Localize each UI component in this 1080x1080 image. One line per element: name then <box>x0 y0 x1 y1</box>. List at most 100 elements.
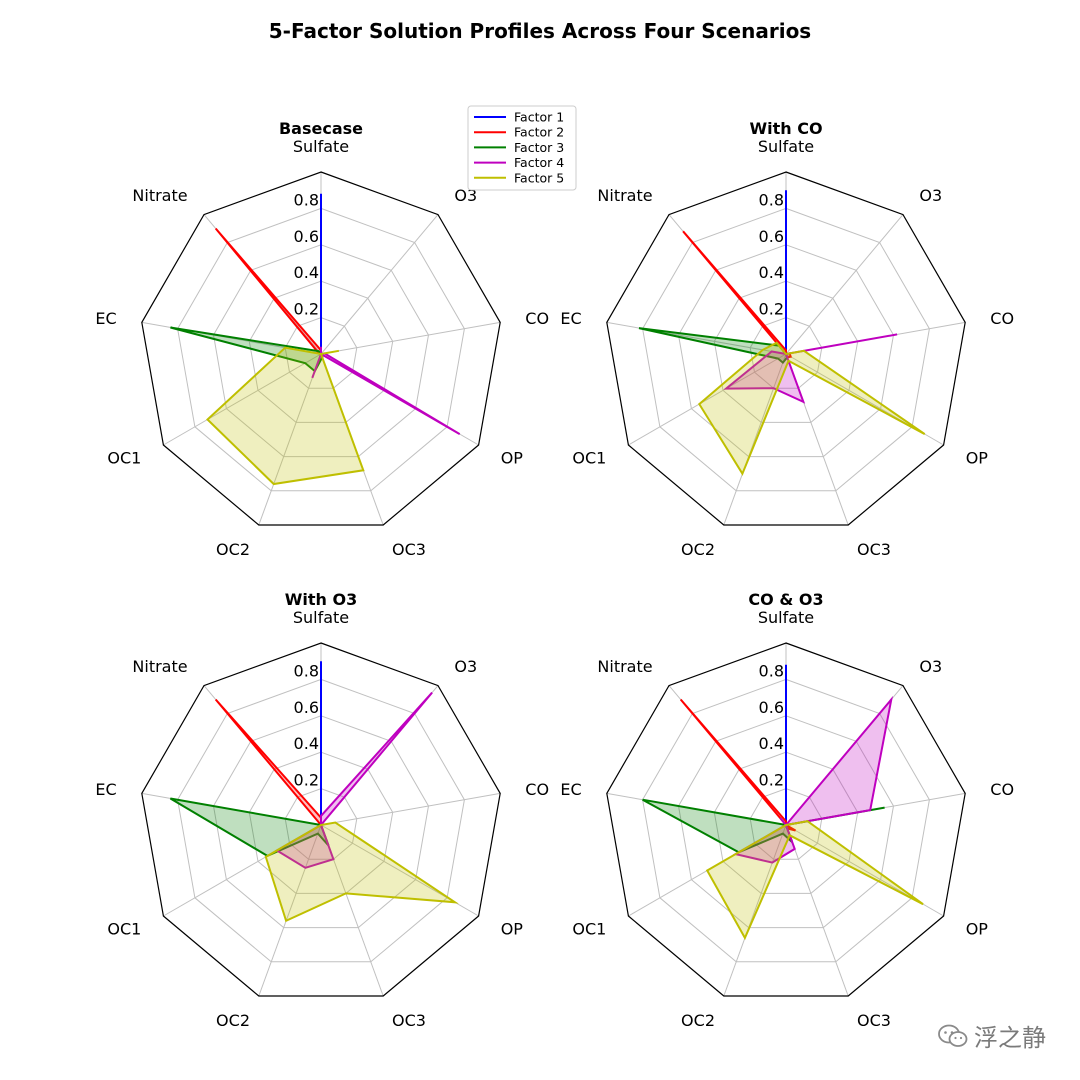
grid-ring-2 <box>713 280 859 423</box>
series-5-area <box>206 346 365 486</box>
radial-tick-label: 0.2 <box>294 771 319 790</box>
radial-tick-label: 0.4 <box>294 734 319 753</box>
legend-label-1: Factor 1 <box>514 110 564 125</box>
axis-label-co: CO <box>990 780 1014 799</box>
radial-tick-label: 0.2 <box>759 300 784 319</box>
series-5-area <box>705 820 924 941</box>
axis-label-co: CO <box>990 309 1014 328</box>
axis-label-nitrate: Nitrate <box>132 657 187 676</box>
axis-label-o3: O3 <box>454 186 477 205</box>
axis-label-ec: EC <box>95 780 116 799</box>
spoke-oc1 <box>163 353 322 446</box>
panel-title: With CO <box>749 119 822 138</box>
axis-label-o3: O3 <box>919 657 942 676</box>
radar-chart-2: 0.2 0.4 0.6 0.8 Sulfate O3 CO OP OC3 OC2 OC1 EC Nitr… <box>560 119 1014 559</box>
grid-ring-1 <box>284 317 358 389</box>
grid-ring-2 <box>248 751 394 894</box>
radar-frame <box>606 642 966 997</box>
axis-label-sulfate: Sulfate <box>293 137 349 156</box>
spoke-oc3 <box>785 824 849 997</box>
grid-ring-2 <box>248 280 394 423</box>
figure-title: 5-Factor Solution Profiles Across Four S… <box>269 19 811 43</box>
axis-label-oc2: OC2 <box>216 1011 250 1030</box>
radial-tick-label: 0.8 <box>294 661 319 680</box>
radial-tick-label: 0.4 <box>759 263 784 282</box>
axis-label-op: OP <box>501 449 524 468</box>
legend-label-2: Factor 2 <box>514 125 564 140</box>
axis-label-nitrate: Nitrate <box>132 186 187 205</box>
grid-ring-3 <box>212 244 430 458</box>
spoke-o3 <box>320 214 439 355</box>
radar-chart-4: 0.2 0.4 0.6 0.8 Sulfate O3 CO OP OC3 OC2 OC1 EC Nitr… <box>560 590 1014 1030</box>
grid-ring-3 <box>212 715 430 929</box>
panel-title: Basecase <box>279 119 363 138</box>
axis-label-op: OP <box>966 449 989 468</box>
radial-tick-label: 0.8 <box>294 190 319 209</box>
spoke-oc1 <box>628 353 787 446</box>
wechat-icon <box>938 1024 968 1047</box>
panel-title: With O3 <box>285 590 357 609</box>
axis-label-nitrate: Nitrate <box>597 186 652 205</box>
axis-label-oc2: OC2 <box>216 540 250 559</box>
radial-tick-label: 0.8 <box>759 190 784 209</box>
spoke-o3 <box>785 214 904 355</box>
axis-label-nitrate: Nitrate <box>597 657 652 676</box>
axis-label-oc3: OC3 <box>392 540 426 559</box>
grid-ring-4 <box>642 207 930 492</box>
spoke-oc2 <box>258 824 322 997</box>
legend-label-5: Factor 5 <box>514 170 564 185</box>
grid-ring-2 <box>713 751 859 894</box>
spoke-ec <box>606 321 787 355</box>
radial-tick-label: 0.2 <box>759 771 784 790</box>
spoke-oc2 <box>723 353 787 526</box>
radial-tick-label: 0.4 <box>759 734 784 753</box>
series-5-area <box>697 341 926 476</box>
grid-ring-4 <box>177 678 465 963</box>
spoke-co <box>320 792 501 826</box>
watermark: 浮之静 <box>938 1018 1046 1053</box>
grid-ring-4 <box>642 678 930 963</box>
radar-frame <box>141 171 501 526</box>
legend-label-3: Factor 3 <box>514 140 564 155</box>
axis-label-o3: O3 <box>919 186 942 205</box>
radar-frame <box>606 171 966 526</box>
axis-label-co: CO <box>525 309 549 328</box>
radial-tick-label: 0.6 <box>759 698 784 717</box>
grid-ring-3 <box>677 715 895 929</box>
axis-label-oc3: OC3 <box>392 1011 426 1030</box>
axis-label-oc3: OC3 <box>857 1011 891 1030</box>
grid-ring-1 <box>749 788 823 860</box>
series-4-area <box>732 695 894 864</box>
grid-ring-3 <box>677 244 895 458</box>
axis-label-co: CO <box>525 780 549 799</box>
axis-label-o3: O3 <box>454 657 477 676</box>
axis-label-ec: EC <box>560 309 581 328</box>
spoke-oc2 <box>258 353 322 526</box>
radial-tick-label: 0.4 <box>294 263 319 282</box>
series-1-area <box>320 193 323 357</box>
radar-chart-3: 0.2 0.4 0.6 0.8 Sulfate O3 CO OP OC3 OC2 OC1 EC Nitr… <box>95 590 549 1030</box>
grid-ring-4 <box>177 207 465 492</box>
axis-label-op: OP <box>501 920 524 939</box>
axis-label-oc1: OC1 <box>572 920 606 939</box>
radial-tick-label: 0.6 <box>759 227 784 246</box>
radar-frame <box>141 642 501 997</box>
axis-label-sulfate: Sulfate <box>758 137 814 156</box>
axis-label-oc1: OC1 <box>107 449 141 468</box>
axis-label-oc3: OC3 <box>857 540 891 559</box>
legend-box <box>467 105 577 191</box>
panel-title: CO & O3 <box>748 590 823 609</box>
radar-panels: 0.2 0.4 0.6 0.8 Sulfate O3 CO OP OC3 OC2 OC1 EC Nitr… <box>95 119 1014 1030</box>
grid-ring-1 <box>284 788 358 860</box>
axis-label-ec: EC <box>95 309 116 328</box>
axis-label-sulfate: Sulfate <box>293 608 349 627</box>
series-4-area <box>723 333 898 404</box>
radial-tick-label: 0.2 <box>294 300 319 319</box>
axis-label-oc2: OC2 <box>681 1011 715 1030</box>
axis-label-oc2: OC2 <box>681 540 715 559</box>
spoke-co <box>320 321 501 355</box>
watermark-text: 浮之静 <box>974 1024 1046 1052</box>
radial-tick-label: 0.8 <box>759 661 784 680</box>
